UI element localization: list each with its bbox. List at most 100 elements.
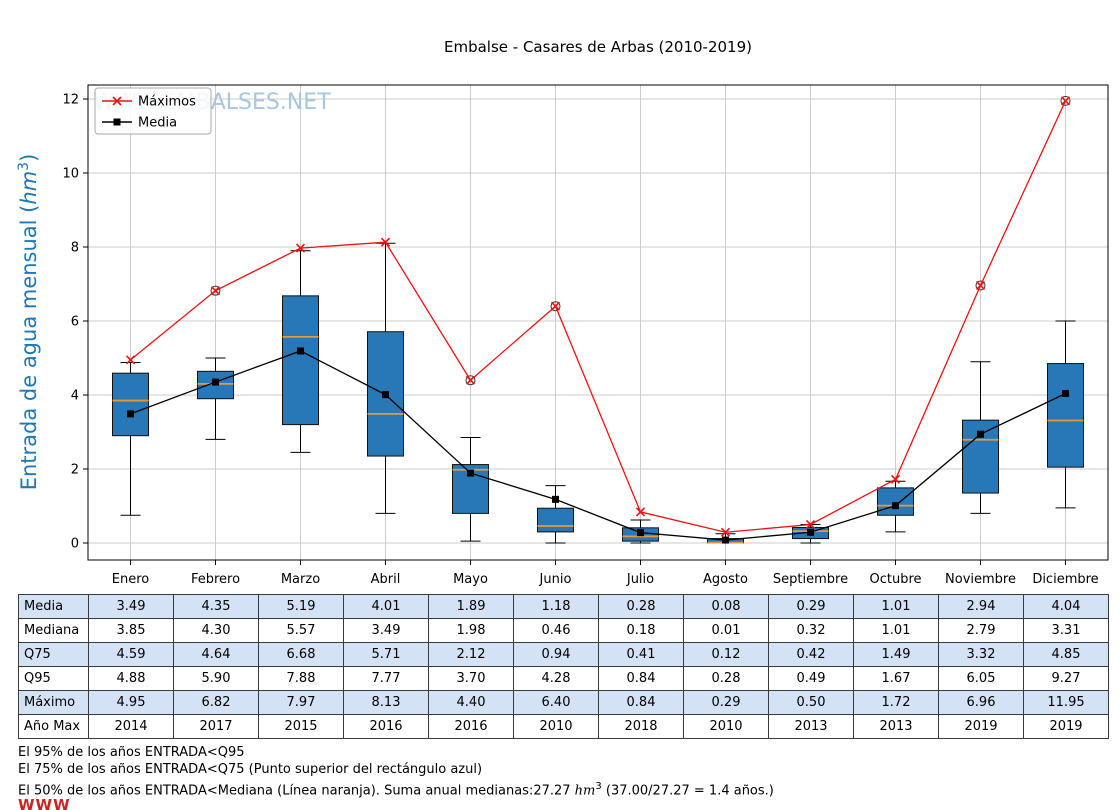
table-cell: 2019 [1023, 714, 1109, 739]
table-row-label: Media [18, 594, 89, 619]
footer-hm-unit: hm [574, 783, 596, 799]
stats-table: Media 3.49 4.35 5.19 4.01 1.89 1.18 0.28 0.08 0.2… [18, 594, 1109, 739]
table-cell: 5.71 [343, 642, 429, 667]
table-cell: 1.89 [428, 594, 514, 619]
square-marker [722, 536, 729, 544]
table-cell: 2015 [258, 714, 344, 739]
table-cell: 1.01 [853, 594, 939, 619]
table-cell: 0.28 [598, 594, 684, 619]
table-cell: 1.49 [853, 642, 939, 667]
y-tick-label: 8 [71, 241, 79, 256]
square-marker [467, 469, 474, 477]
table-cell: 2016 [428, 714, 514, 739]
gridlines [88, 85, 1108, 560]
table-cell: 4.28 [513, 666, 599, 691]
table-cell: 0.08 [683, 594, 769, 619]
table-cell: 4.04 [1023, 594, 1109, 619]
month-label: Noviembre [945, 572, 1016, 587]
x-marker [550, 301, 561, 311]
table-cell: 4.88 [88, 666, 174, 691]
outlier-marker [465, 375, 476, 386]
table-cell: 0.41 [598, 642, 684, 667]
table-cell: 0.49 [768, 666, 854, 691]
month-label: Julio [626, 572, 654, 587]
table-cell: 8.13 [343, 690, 429, 715]
square-marker [1062, 390, 1069, 398]
table-cell: 0.84 [598, 690, 684, 715]
table-cell: 5.90 [173, 666, 259, 691]
table-cell: 4.85 [1023, 642, 1109, 667]
footer-hm-sup: 3 [595, 781, 602, 792]
legend-square-marker [113, 118, 121, 126]
table-cell: 2019 [938, 714, 1024, 739]
table-cell: 5.19 [258, 594, 344, 619]
table-cell: 3.32 [938, 642, 1024, 667]
table-row: Mediana 3.85 4.30 5.57 3.49 1.98 0.46 0.18 0.01 0… [18, 618, 1109, 643]
table-cell: 1.72 [853, 690, 939, 715]
table-cell: 4.64 [173, 642, 259, 667]
footer-line-mediana: El 50% de los años ENTRADA<Mediana (Líne… [18, 778, 774, 799]
month-label: Octubre [869, 572, 921, 587]
month-label: Mayo [453, 572, 488, 587]
month-label: Marzo [281, 572, 320, 587]
media-series [127, 347, 1069, 544]
legend-label: Máximos [138, 95, 196, 110]
table-cell: 11.95 [1023, 690, 1109, 715]
table-row-label: Máximo [18, 690, 89, 715]
footer-notes: El 95% de los años ENTRADA<Q95 El 75% de… [18, 744, 774, 799]
table-cell: 0.29 [683, 690, 769, 715]
footer-line-q95: El 95% de los años ENTRADA<Q95 [18, 745, 245, 760]
x-marker [465, 375, 476, 385]
table-cell: 4.35 [173, 594, 259, 619]
box [537, 507, 574, 533]
chart-title: Embalse - Casares de Arbas (2010-2019) [444, 38, 752, 56]
month-label: Abril [371, 572, 401, 587]
table-row: Máximo 4.95 6.82 7.97 8.13 4.40 6.40 0.84 0.29 0.… [18, 690, 1109, 715]
axes: 0 2 4 6 8 10 12 [62, 84, 1109, 561]
month-label: Septiembre [773, 572, 848, 587]
table-cell: 2013 [768, 714, 854, 739]
x-marker [635, 507, 646, 517]
table-row: Q95 4.88 5.90 7.88 7.77 3.70 4.28 0.84 0.28 0.49 1… [18, 666, 1109, 691]
table-cell: 3.49 [343, 618, 429, 643]
outlier-marker [1060, 95, 1071, 106]
table-cell: 2017 [173, 714, 259, 739]
table-cell: 2018 [598, 714, 684, 739]
boxplots [112, 95, 1084, 544]
table-cell: 3.70 [428, 666, 514, 691]
table-cell: 2014 [88, 714, 174, 739]
month-label: Agosto [703, 572, 748, 587]
y-tick-label: 0 [71, 537, 79, 552]
legend-label: Media [138, 116, 177, 131]
table-cell: 0.32 [768, 618, 854, 643]
footer-line-mediana-tail: (37.00/27.27 = 1.4 años.) [601, 783, 774, 799]
outlier-marker [975, 280, 986, 291]
square-marker [552, 495, 559, 503]
x-marker [720, 527, 731, 537]
box [112, 372, 149, 437]
x-marker [890, 474, 901, 484]
table-row: Media 3.49 4.35 5.19 4.01 1.89 1.18 0.28 0.08 0.2… [18, 594, 1109, 619]
box [1047, 363, 1084, 468]
embalses-logo-text: WWW [18, 796, 71, 810]
table-cell: 5.57 [258, 618, 344, 643]
x-marker [380, 237, 391, 247]
month-label: Febrero [191, 572, 240, 587]
table-cell: 6.05 [938, 666, 1024, 691]
month-label: Diciembre [1032, 572, 1098, 587]
table-row-label: Mediana [18, 618, 89, 643]
table-cell: 0.94 [513, 642, 599, 667]
square-marker [807, 528, 814, 536]
y-axis-label: Entrada de agua mensual (hm3) [16, 154, 41, 491]
table-cell: 7.88 [258, 666, 344, 691]
table-cell: 4.01 [343, 594, 429, 619]
x-marker [1060, 96, 1071, 106]
month-label: Junio [539, 572, 572, 587]
table-cell: 4.30 [173, 618, 259, 643]
x-marker [975, 280, 986, 291]
table-cell: 0.18 [598, 618, 684, 643]
table-cell: 1.67 [853, 666, 939, 691]
table-cell: 2016 [343, 714, 429, 739]
table-cell: 0.46 [513, 618, 599, 643]
